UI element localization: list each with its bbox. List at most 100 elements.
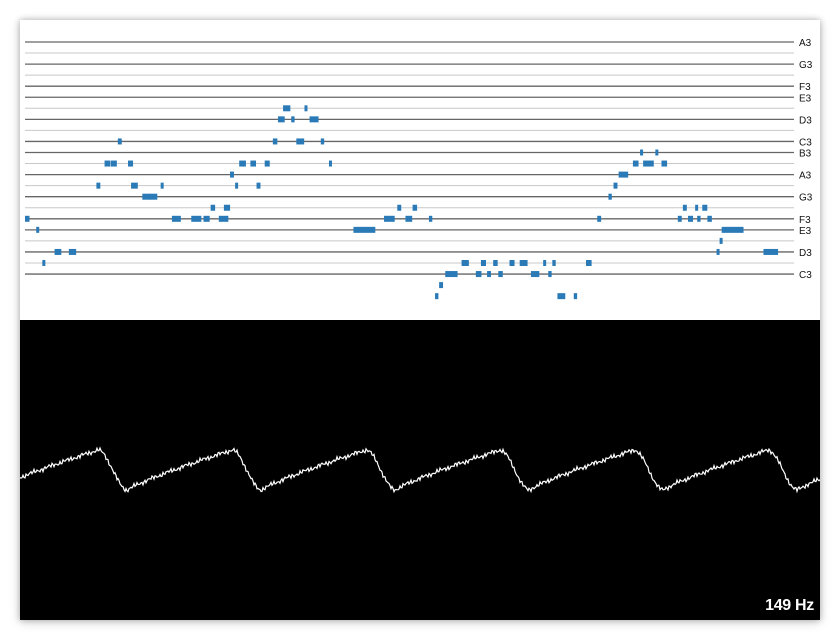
note-label: G3 (799, 193, 813, 204)
note-label: F3 (799, 215, 811, 226)
pitch-segment (309, 116, 319, 123)
pitch-segment (643, 160, 654, 167)
pitch-segment (384, 215, 395, 222)
pitch-segment (552, 260, 556, 266)
pitch-segment (702, 204, 708, 211)
pitch-segment (191, 215, 202, 222)
pitch-segment (461, 260, 469, 266)
pitch-segment (677, 215, 682, 222)
staff-lines (25, 41, 794, 275)
pitch-segment (235, 182, 239, 189)
pitch-segment (128, 160, 134, 167)
pitch-segment (277, 116, 285, 123)
pitch-segment (142, 193, 151, 200)
pitch-segment (721, 226, 744, 233)
pitch-segment (210, 204, 216, 211)
pitch-segment (428, 215, 433, 222)
pitch-segment (218, 215, 229, 222)
pitch-segment (661, 160, 668, 167)
pitch-segment (412, 204, 418, 211)
pitch-segment (608, 193, 612, 200)
pitch-staff-panel: A3 G3 F3 E3 D3 C3 B3 A3 G3 F3 E3 D3 C3 (20, 20, 820, 320)
pitch-segment (397, 204, 402, 211)
pitch-segment (655, 149, 659, 156)
pitch-segment (493, 260, 498, 266)
note-label: F3 (799, 82, 811, 93)
note-label: G3 (799, 60, 813, 71)
pitch-segment (104, 160, 111, 167)
pitch-segment (509, 260, 515, 266)
pitch-segment (256, 182, 261, 189)
waveform-panel: 149 Hz (20, 320, 820, 620)
pitch-segment (573, 293, 578, 300)
pitch-segment (42, 260, 46, 266)
pitch-segment (548, 271, 552, 278)
pitch-segment (519, 260, 528, 266)
pitch-segment (475, 271, 482, 278)
note-label: D3 (799, 248, 812, 259)
pitch-segment (54, 248, 62, 255)
pitch-segment (296, 138, 305, 145)
note-label: A3 (799, 38, 812, 49)
pitch-segment (304, 105, 308, 112)
pitch-segment (25, 215, 30, 222)
pitch-segment (682, 204, 687, 211)
pitch-track (25, 105, 779, 300)
pitch-segment (480, 260, 486, 266)
pitch-segment (632, 160, 639, 167)
pitch-segment (223, 204, 231, 211)
pitch-segment (697, 215, 701, 222)
frequency-readout: 149 Hz (765, 597, 814, 614)
pitch-segment (405, 215, 413, 222)
pitch-segment (264, 160, 270, 167)
pitch-segment (498, 271, 503, 278)
pitch-segment (439, 282, 444, 289)
pitch-segment (291, 116, 295, 123)
waveform (20, 446, 820, 494)
pitch-segment (250, 160, 257, 167)
pitch-segment (353, 226, 376, 233)
pitch-segment (320, 138, 325, 145)
pitch-segment (239, 160, 246, 167)
pitch-segment (719, 237, 723, 244)
pitch-segment (597, 215, 602, 222)
pitch-segment (435, 293, 439, 300)
pitch-segment (695, 204, 699, 211)
pitch-segment (707, 215, 712, 222)
note-label: A3 (799, 171, 812, 182)
pitch-segment (613, 182, 618, 189)
pitch-segment (272, 138, 278, 145)
pitch-segment (203, 215, 210, 222)
waveform-trace (20, 446, 820, 494)
pitch-segment (557, 293, 566, 300)
pitch-segment (149, 193, 158, 200)
pitch-segment (36, 226, 40, 233)
pitch-segment (110, 160, 117, 167)
pitch-segment (640, 149, 644, 156)
pitch-segment (618, 171, 629, 178)
pitch-segment (96, 182, 101, 189)
pitch-segment (487, 271, 491, 278)
pitch-segment (763, 248, 779, 255)
pitch-segment (586, 260, 592, 266)
pitch-segment (160, 182, 164, 189)
pitch-segment (68, 248, 77, 255)
note-label: B3 (799, 149, 812, 160)
note-label: C3 (799, 270, 812, 281)
pitch-segment (171, 215, 181, 222)
note-label: D3 (799, 115, 812, 126)
pitch-segment (131, 182, 138, 189)
note-label: C3 (799, 137, 812, 148)
pitch-segment (117, 138, 122, 145)
pitch-segment (283, 105, 291, 112)
pitch-segment (688, 215, 694, 222)
pitch-segment (445, 271, 458, 278)
pitch-segment (716, 248, 720, 255)
note-label: E3 (799, 93, 812, 104)
tuner-window: A3 G3 F3 E3 D3 C3 B3 A3 G3 F3 E3 D3 C3 149 Hz (20, 20, 820, 620)
pitch-segment (543, 260, 547, 266)
note-label: E3 (799, 226, 812, 237)
pitch-segment (230, 171, 234, 178)
